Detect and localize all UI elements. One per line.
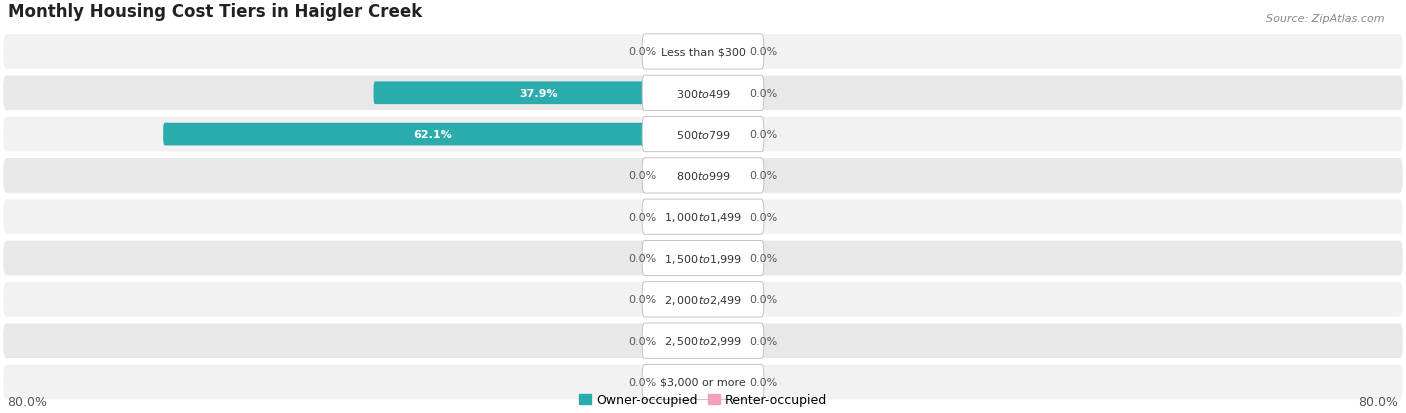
FancyBboxPatch shape: [3, 365, 1403, 399]
Text: 80.0%: 80.0%: [1358, 395, 1399, 408]
FancyBboxPatch shape: [664, 165, 703, 188]
FancyBboxPatch shape: [643, 282, 763, 317]
Text: 0.0%: 0.0%: [749, 294, 778, 305]
FancyBboxPatch shape: [664, 330, 703, 352]
Text: $500 to $799: $500 to $799: [675, 129, 731, 141]
Text: 0.0%: 0.0%: [628, 254, 657, 263]
Text: 0.0%: 0.0%: [628, 294, 657, 305]
FancyBboxPatch shape: [703, 206, 742, 228]
FancyBboxPatch shape: [703, 165, 742, 188]
FancyBboxPatch shape: [703, 41, 742, 64]
FancyBboxPatch shape: [3, 282, 1403, 317]
Text: $2,000 to $2,499: $2,000 to $2,499: [664, 293, 742, 306]
FancyBboxPatch shape: [643, 323, 763, 358]
FancyBboxPatch shape: [664, 371, 703, 394]
Text: 37.9%: 37.9%: [519, 88, 558, 99]
FancyBboxPatch shape: [703, 330, 742, 352]
Text: 0.0%: 0.0%: [628, 47, 657, 57]
Text: Monthly Housing Cost Tiers in Haigler Creek: Monthly Housing Cost Tiers in Haigler Cr…: [7, 3, 422, 21]
Text: 0.0%: 0.0%: [628, 171, 657, 181]
Text: 0.0%: 0.0%: [749, 47, 778, 57]
Text: 0.0%: 0.0%: [749, 212, 778, 222]
Text: Less than $300: Less than $300: [661, 47, 745, 57]
FancyBboxPatch shape: [3, 35, 1403, 70]
FancyBboxPatch shape: [643, 365, 763, 400]
Text: $1,500 to $1,999: $1,500 to $1,999: [664, 252, 742, 265]
FancyBboxPatch shape: [703, 288, 742, 311]
FancyBboxPatch shape: [3, 76, 1403, 111]
Text: 0.0%: 0.0%: [749, 88, 778, 99]
Text: 0.0%: 0.0%: [628, 336, 657, 346]
Text: 62.1%: 62.1%: [413, 130, 453, 140]
FancyBboxPatch shape: [703, 82, 742, 105]
Text: $2,500 to $2,999: $2,500 to $2,999: [664, 335, 742, 347]
FancyBboxPatch shape: [643, 76, 763, 111]
Text: $300 to $499: $300 to $499: [675, 88, 731, 100]
FancyBboxPatch shape: [643, 199, 763, 235]
FancyBboxPatch shape: [703, 123, 742, 146]
FancyBboxPatch shape: [703, 247, 742, 270]
FancyBboxPatch shape: [703, 371, 742, 394]
FancyBboxPatch shape: [664, 41, 703, 64]
Text: 0.0%: 0.0%: [749, 254, 778, 263]
FancyBboxPatch shape: [664, 288, 703, 311]
Text: 0.0%: 0.0%: [749, 336, 778, 346]
Text: 0.0%: 0.0%: [628, 212, 657, 222]
FancyBboxPatch shape: [643, 35, 763, 70]
Text: 0.0%: 0.0%: [749, 171, 778, 181]
FancyBboxPatch shape: [643, 117, 763, 152]
Text: 0.0%: 0.0%: [749, 130, 778, 140]
FancyBboxPatch shape: [163, 123, 703, 146]
FancyBboxPatch shape: [3, 241, 1403, 276]
FancyBboxPatch shape: [3, 200, 1403, 235]
Text: Source: ZipAtlas.com: Source: ZipAtlas.com: [1267, 14, 1385, 24]
FancyBboxPatch shape: [3, 323, 1403, 358]
Text: 80.0%: 80.0%: [7, 395, 48, 408]
Text: $1,000 to $1,499: $1,000 to $1,499: [664, 211, 742, 224]
FancyBboxPatch shape: [664, 247, 703, 270]
Text: $3,000 or more: $3,000 or more: [661, 377, 745, 387]
FancyBboxPatch shape: [643, 159, 763, 194]
FancyBboxPatch shape: [3, 159, 1403, 193]
FancyBboxPatch shape: [643, 241, 763, 276]
FancyBboxPatch shape: [374, 82, 703, 105]
Legend: Owner-occupied, Renter-occupied: Owner-occupied, Renter-occupied: [579, 394, 827, 406]
Text: 0.0%: 0.0%: [749, 377, 778, 387]
FancyBboxPatch shape: [3, 117, 1403, 152]
FancyBboxPatch shape: [664, 206, 703, 228]
Text: $800 to $999: $800 to $999: [675, 170, 731, 182]
Text: 0.0%: 0.0%: [628, 377, 657, 387]
